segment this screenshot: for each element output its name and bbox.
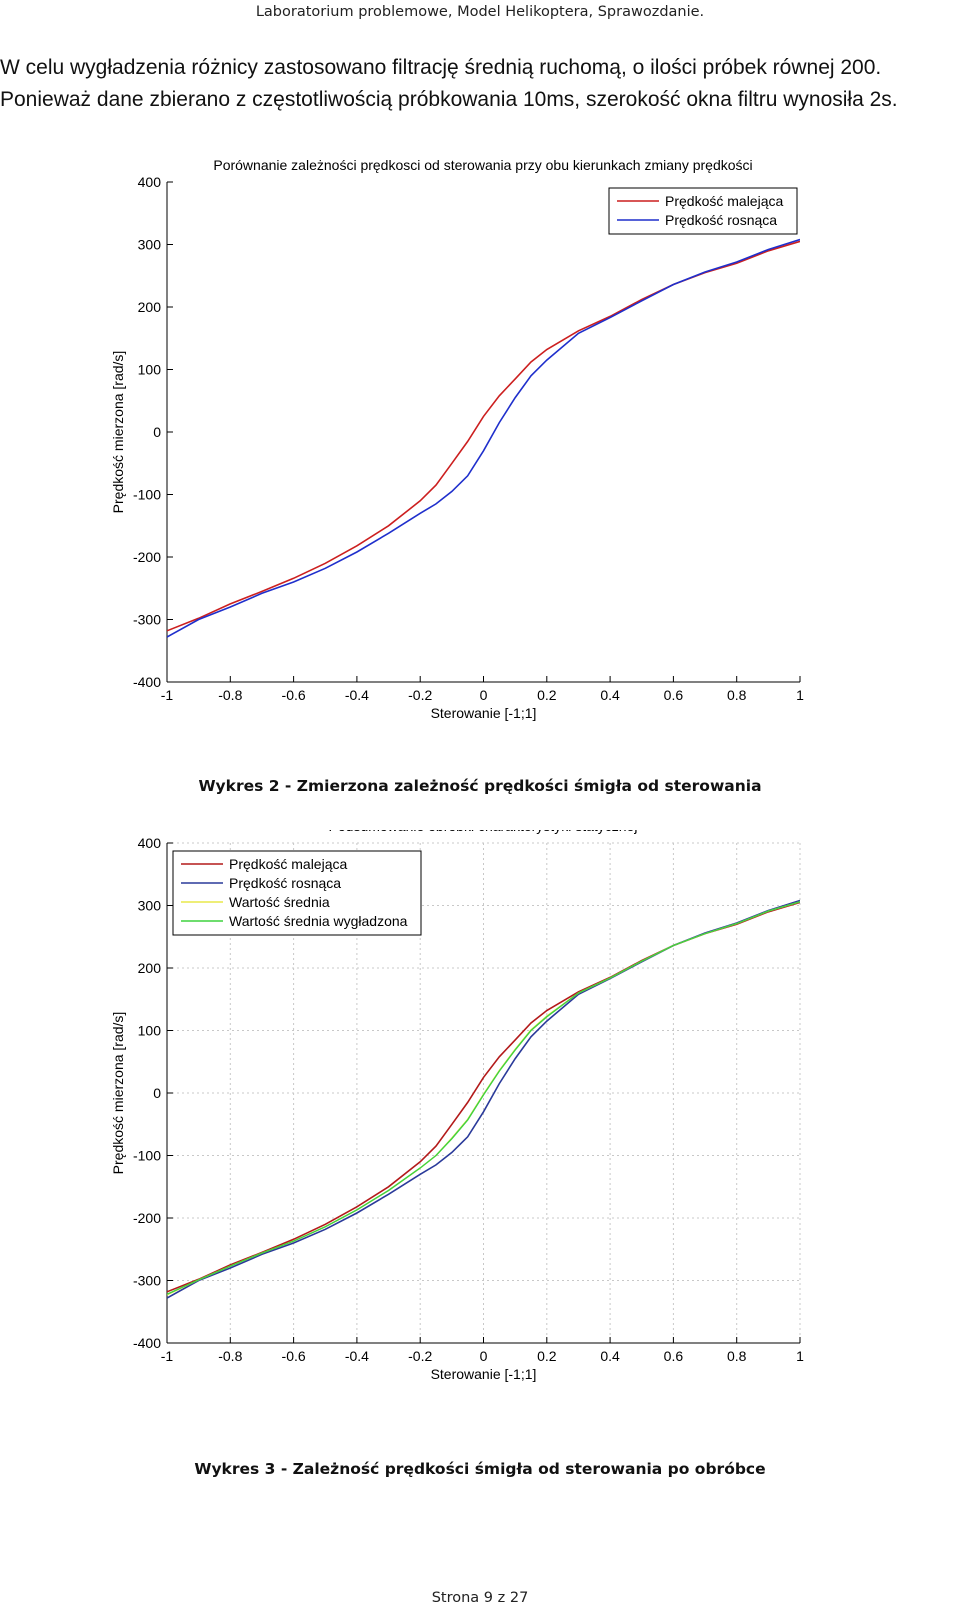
x-tick-label: 0.4	[600, 687, 620, 703]
y-tick-label: -200	[133, 549, 161, 565]
y-tick-label: 0	[153, 424, 161, 440]
y-tick-label: 400	[138, 835, 162, 851]
x-tick-label: 0.4	[600, 1348, 620, 1364]
legend-label: Prędkość rosnąca	[229, 875, 341, 891]
x-tick-label: 1	[796, 687, 804, 703]
x-tick-label: -0.2	[408, 687, 432, 703]
x-tick-label: 0.6	[664, 1348, 684, 1364]
x-tick-label: 0.2	[537, 687, 557, 703]
y-tick-label: -100	[133, 1148, 161, 1164]
x-tick-label: 0.6	[664, 687, 684, 703]
y-tick-label: 400	[138, 174, 162, 190]
figure-caption-1: Wykres 2 - Zmierzona zależność prędkości…	[198, 777, 762, 795]
chart-1: -1 -0.8 -0.6 -0.4 -0.2 0 0.2 0.4 0.6 0.8 1 -400 -300…	[110, 157, 804, 721]
legend-label: Wartość średnia	[229, 894, 330, 910]
y-tick-label: -200	[133, 1210, 161, 1226]
y-tick-label: 100	[138, 362, 162, 378]
paragraph-line-2: Ponieważ dane zbierano z częstotliwością…	[0, 88, 898, 111]
legend-label: Wartość średnia wygładzona	[229, 913, 408, 929]
legend-label: Prędkość malejąca	[229, 856, 347, 872]
legend-label: Prędkość rosnąca	[665, 212, 777, 228]
legend-label: Prędkość malejąca	[665, 193, 783, 209]
page-footer: Strona 9 z 27	[431, 1590, 529, 1606]
chart-title: Podsumowanie obróbki charakterystyki sta…	[329, 830, 638, 834]
chart-2: -1 -0.8 -0.6 -0.4 -0.2 0 0.2 0.4 0.6 0.8 1 -400 -300…	[110, 830, 804, 1382]
page-header: Laboratorium problemowe, Model Helikopte…	[255, 4, 705, 20]
y-tick-label: 200	[138, 299, 162, 315]
x-tick-label: 0.8	[727, 687, 747, 703]
y-tick-label: -400	[133, 674, 161, 690]
x-tick-label: -0.4	[345, 687, 369, 703]
series-line-2	[167, 238, 800, 638]
chart-title: Porównanie zależności prędkosci od stero…	[213, 157, 752, 173]
x-tick-label: 0.8	[727, 1348, 747, 1364]
figure-caption-2: Wykres 3 - Zależność prędkości śmigła od…	[194, 1460, 766, 1478]
x-tick-label: -0.8	[218, 687, 242, 703]
x-tick-label: -0.4	[345, 1348, 369, 1364]
y-tick-label: 100	[138, 1023, 162, 1039]
x-tick-label: 1	[796, 1348, 804, 1364]
paragraph-line-1: W celu wygładzenia różnicy zastosowano f…	[0, 56, 882, 79]
x-tick-label: 0	[480, 1348, 488, 1364]
series-line-4	[167, 901, 800, 1295]
y-tick-label: -300	[133, 1273, 161, 1289]
y-tick-label: -100	[133, 487, 161, 503]
x-tick-label: -1	[161, 687, 174, 703]
y-tick-label: -400	[133, 1335, 161, 1351]
x-axis-label: Sterowanie [-1;1]	[431, 705, 537, 721]
x-tick-label: -0.6	[282, 1348, 306, 1364]
legend-box	[608, 187, 798, 235]
x-axis-label: Sterowanie [-1;1]	[431, 1366, 537, 1382]
y-tick-label: 300	[138, 237, 162, 253]
y-axis-label: Prędkość mierzona [rad/s]	[110, 1012, 126, 1175]
y-axis-label: Prędkość mierzona [rad/s]	[110, 351, 126, 514]
y-tick-label: 300	[138, 898, 162, 914]
x-tick-label: 0.2	[537, 1348, 557, 1364]
x-tick-label: -0.6	[282, 687, 306, 703]
x-tick-label: -0.8	[218, 1348, 242, 1364]
y-tick-label: 200	[138, 960, 162, 976]
y-tick-label: 0	[153, 1085, 161, 1101]
x-tick-label: -0.2	[408, 1348, 432, 1364]
x-tick-label: -1	[161, 1348, 174, 1364]
plot-area	[167, 182, 800, 682]
y-tick-label: -300	[133, 612, 161, 628]
x-tick-label: 0	[480, 687, 488, 703]
